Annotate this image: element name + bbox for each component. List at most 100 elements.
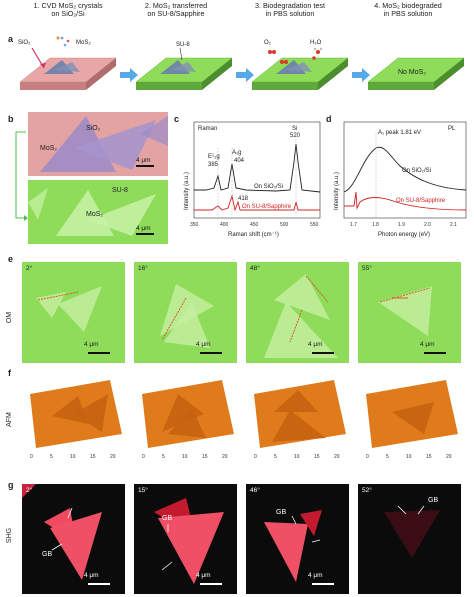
shg-tile-1-scale-text: 4 μm — [84, 572, 99, 579]
raman-ylabel: Intensity (a.u.) — [184, 172, 190, 210]
pl-xlabel: Photon energy (eV) — [378, 232, 430, 238]
step-4-line1: 4. MoS₂ biodegraded — [374, 1, 442, 10]
panel-b-bottom-image: SU-8 MoS₂ 4 μm — [28, 180, 168, 244]
shg-tile-2-scale-bar — [200, 583, 222, 585]
shg-tile-3: GB 46° 4 μm — [246, 484, 349, 594]
raman-peak-e-value: 385 — [208, 162, 219, 168]
pl-xtick-5: 2.1 — [450, 222, 457, 228]
sio2-label-b: SiO₂ — [86, 125, 101, 132]
om-tile-1-scale-text: 4 μm — [84, 341, 99, 348]
panel-a-letter: a — [8, 34, 14, 44]
om-tile-1: 2° 4 μm — [22, 262, 125, 363]
raman-peak-si-value: 520 — [290, 133, 301, 139]
shg-tile-3-scale-bar — [312, 583, 334, 585]
shg-tile-4-angle: 52° — [362, 487, 372, 494]
om-tile-2-scale-text: 4 μm — [196, 341, 211, 348]
o2-label: O₂ — [264, 40, 272, 46]
pl-series-sio2 — [343, 146, 467, 193]
scale-bar-b-top — [136, 165, 154, 167]
om-tile-3-image — [264, 274, 338, 358]
water-molecule-icon — [313, 47, 323, 54]
afm-tile-2-tick-5: 5 — [162, 454, 165, 460]
transfer-bracket-icon — [15, 131, 28, 221]
raman-xtick-400: 400 — [220, 222, 229, 228]
pl-xtick-1: 1.7 — [350, 222, 357, 228]
su8-label-b: SU-8 — [112, 187, 128, 194]
om-tile-4-angle: 55° — [362, 265, 372, 272]
afm-tile-1-tick-20: 20 — [110, 454, 116, 460]
step-2-line1: 2. MoS₂ transferred — [144, 1, 208, 10]
pl-title: PL — [448, 126, 456, 132]
panel-b-letter: b — [8, 114, 14, 124]
raman-xlabel: Raman shift (cm⁻¹) — [228, 232, 279, 238]
raman-plot-frame — [193, 121, 321, 219]
step-1-title: 1. CVD MoS₂ crystals on SiO₂/Si — [18, 2, 118, 18]
pl-peak-label: A₁ peak 1.81 eV — [378, 130, 421, 136]
panel-e-letter: e — [8, 254, 14, 264]
afm-tile-1: 0 5 10 15 20 — [22, 372, 125, 460]
afm-tile-3-image: 0 5 10 15 20 — [254, 380, 346, 460]
molecule-icon — [56, 36, 70, 47]
h2o-label: H₂O — [310, 40, 322, 46]
no-mos2-label: No MoS₂ — [398, 69, 426, 76]
su8-label-a: SU-8 — [176, 42, 190, 48]
om-tile-4: 55° 4 μm — [358, 262, 461, 363]
om-tile-3: 48° 4 μm — [246, 262, 349, 363]
raman-peak-a-label: A₁g — [232, 150, 241, 156]
shg-tile-4-gb: GB — [428, 497, 438, 504]
shg-tile-3-image: GB — [264, 509, 322, 582]
step-3-line2: in PBS solution — [265, 9, 315, 18]
afm-tile-3-tick-5: 5 — [274, 454, 277, 460]
afm-tile-4-tick-10: 10 — [406, 454, 412, 460]
om-tile-2: 16° 4 μm — [134, 262, 237, 363]
mos2-label-b-bottom: MoS₂ — [86, 211, 103, 218]
afm-tile-1-image: 0 5 10 15 20 — [30, 380, 122, 460]
arrow-3-icon — [352, 68, 370, 82]
shg-tile-3-gb: GB — [276, 509, 286, 516]
raman-peak-e-label: E¹₂g — [208, 154, 220, 160]
afm-tile-2: 0 5 10 15 20 — [134, 372, 237, 460]
scale-text-b-bottom: 4 μm — [136, 225, 151, 232]
afm-tile-4-tick-5: 5 — [386, 454, 389, 460]
afm-tile-2-tick-0: 0 — [142, 454, 145, 460]
om-tile-3-scale-bar — [312, 352, 334, 354]
step-1-line1: 1. CVD MoS₂ crystals — [33, 1, 103, 10]
shg-tile-2-angle: 15° — [138, 487, 148, 494]
raman-peak-418-label: 418 — [238, 196, 249, 202]
om-tile-1-image — [36, 286, 102, 332]
pl-plot-frame — [343, 121, 467, 219]
pl-ylabel: Intensity (a.u.) — [334, 172, 340, 210]
mos2-label-a: MoS₂ — [76, 40, 91, 46]
pl-chart: A₁ peak 1.81 eV PL On SiO₂/Si On SU-8/Sa… — [334, 121, 467, 238]
afm-tile-4: 0 5 10 15 20 — [358, 372, 461, 460]
step-3-line1: 3. Biodegradation test — [255, 1, 325, 10]
afm-tile-4-tick-15: 15 — [426, 454, 432, 460]
shg-tile-1-gb: GB — [42, 551, 52, 558]
pl-series-sio2-label: On SiO₂/Si — [402, 168, 431, 174]
raman-peak-a-value: 404 — [234, 158, 245, 164]
mos2-label-b-top: MoS₂ — [40, 145, 57, 152]
raman-xtick-350: 350 — [190, 222, 199, 228]
raman-xtick-550: 550 — [310, 222, 319, 228]
shg-tile-2-gb: GB — [162, 515, 172, 522]
su8-pointer-icon — [179, 47, 183, 61]
om-tile-2-scale-bar — [200, 352, 222, 354]
shg-tile-1-image: GB — [22, 484, 102, 580]
plate-pbs — [251, 54, 349, 90]
shg-tile-1-scale-bar — [88, 583, 110, 585]
step-4-title: 4. MoS₂ biodegraded in PBS solution — [356, 2, 460, 18]
shg-row-label: SHG — [6, 527, 14, 544]
panel-g-letter: g — [8, 480, 14, 490]
afm-tile-3-tick-20: 20 — [334, 454, 340, 460]
raman-title: Raman — [198, 126, 217, 132]
om-tile-3-angle: 48° — [250, 265, 260, 272]
raman-peak-si-label: Si — [292, 126, 297, 132]
afm-tile-1-tick-5: 5 — [50, 454, 53, 460]
afm-tile-3-tick-15: 15 — [314, 454, 320, 460]
shg-tile-2-image: GB — [154, 498, 224, 584]
sio2-label: SiO₂ — [18, 40, 31, 46]
panel-f-letter: f — [8, 368, 11, 378]
raman-xtick-500: 500 — [280, 222, 289, 228]
pl-series-su8 — [344, 191, 467, 211]
scale-bar-b-bottom — [136, 233, 154, 235]
